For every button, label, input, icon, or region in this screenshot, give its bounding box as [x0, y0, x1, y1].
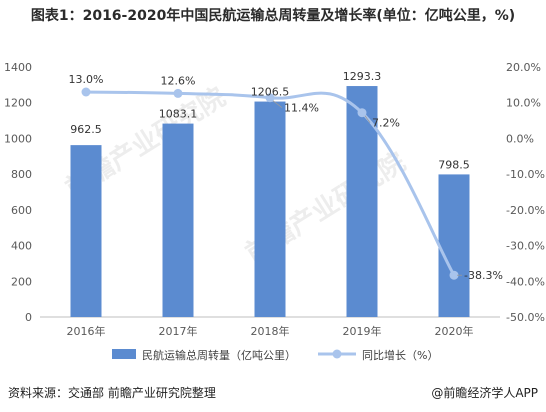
- y-right-tick-label: -20.0%: [506, 204, 545, 217]
- growth-data-label: 13.0%: [69, 73, 104, 86]
- y-right-tick-label: -30.0%: [506, 240, 545, 253]
- bar-data-label: 1083.1: [159, 108, 198, 121]
- growth-point: [357, 108, 367, 118]
- legend-bar-label: 民航运输总周转量（亿吨公里）: [142, 348, 296, 362]
- bar-series: [70, 86, 470, 317]
- y-left-tick-label: 0: [25, 311, 32, 324]
- y-left-tick-label: 400: [11, 240, 32, 253]
- legend: 民航运输总周转量（亿吨公里） 同比增长（%）: [112, 348, 438, 362]
- growth-data-label: 7.2%: [372, 117, 400, 130]
- growth-data-label: 12.6%: [161, 74, 196, 87]
- growth-point: [265, 93, 275, 103]
- y-left-tick-label: 200: [11, 275, 32, 288]
- y-right-tick-label: -40.0%: [506, 275, 545, 288]
- growth-point: [449, 270, 459, 280]
- growth-point: [173, 88, 183, 98]
- x-tick-label: 2020年: [435, 324, 474, 338]
- bar-data-label: 798.5: [438, 158, 470, 171]
- bar-data-label: 962.5: [70, 123, 102, 136]
- x-tick-label: 2018年: [251, 324, 290, 338]
- growth-data-label: -38.3%: [464, 269, 503, 282]
- growth-point: [81, 87, 91, 97]
- growth-data-label: 11.4%: [284, 102, 319, 115]
- y-right-tick-label: 10.0%: [506, 97, 541, 110]
- legend-bar-swatch: [112, 349, 136, 359]
- growth-label-leader: [272, 100, 283, 109]
- source-note: 资料来源：交通部 前瞻产业研究院整理: [8, 386, 216, 400]
- y-left-tick-label: 1000: [4, 132, 32, 145]
- y-left-tick-label: 800: [11, 168, 32, 181]
- bar: [70, 145, 102, 317]
- data-labels: 962.5 1083.1 1206.5 1293.3 798.5 13.0% 12.6% 11…: [69, 70, 503, 282]
- x-tick-label: 2017年: [159, 324, 198, 338]
- y-right-tick-label: -50.0%: [506, 311, 545, 324]
- x-tick-label: 2019年: [343, 324, 382, 338]
- y-left-tick-label: 1200: [4, 97, 32, 110]
- y-right-tick-label: 20.0%: [506, 61, 541, 74]
- bar-data-label: 1293.3: [343, 70, 382, 83]
- y-right-tick-label: -10.0%: [506, 168, 545, 181]
- legend-line-label: 同比增长（%）: [362, 348, 438, 362]
- brand-credit: @前瞻经济学人APP: [431, 386, 538, 400]
- bar: [162, 123, 194, 317]
- bar: [438, 174, 470, 317]
- growth-label-leader: [364, 115, 371, 123]
- legend-line-marker: [332, 349, 342, 359]
- y-right-tick-label: 0.0%: [506, 132, 534, 145]
- line-series: [81, 87, 459, 280]
- bar: [254, 101, 286, 317]
- axes: 0 200 400 600 800 1000 1200 1400 -50.0% -40.0% -30…: [4, 61, 545, 338]
- x-tick-label: 2016年: [67, 324, 106, 338]
- bar-data-label: 1206.5: [251, 86, 290, 99]
- y-left-tick-label: 1400: [4, 61, 32, 74]
- y-left-tick-label: 600: [11, 204, 32, 217]
- growth-line: [85, 90, 456, 276]
- chart-title: 图表1：2016-2020年中国民航运输总周转量及增长率(单位：亿吨公里，%): [30, 8, 516, 24]
